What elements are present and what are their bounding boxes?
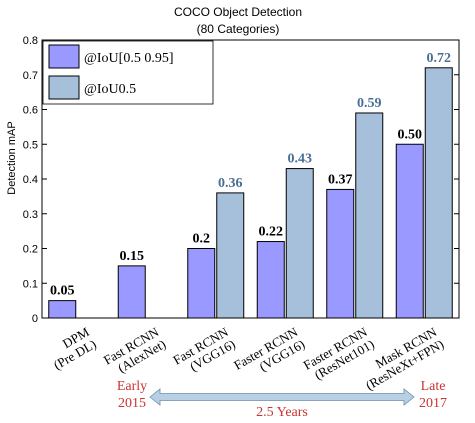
timeline-start-label-line2: 2015 bbox=[118, 396, 146, 411]
y-tick-label: 0.2 bbox=[23, 244, 38, 256]
bar-value-label: 0.2 bbox=[193, 232, 211, 247]
y-axis-label: Detection mAP bbox=[6, 121, 18, 194]
bar-series0 bbox=[48, 300, 77, 319]
bar-value-label: 0.37 bbox=[328, 172, 353, 187]
y-tick-label: 0.4 bbox=[23, 174, 38, 186]
x-tick-label: Faster RCNN(VGG16) bbox=[231, 324, 307, 374]
bar-value-label: 0.15 bbox=[120, 249, 145, 264]
timeline-end-label-line1: Late bbox=[421, 379, 446, 394]
y-tick-label: 0.6 bbox=[23, 105, 38, 117]
bar-value-label: 0.36 bbox=[218, 176, 243, 191]
y-tick-label: 0.1 bbox=[23, 278, 38, 290]
bar-series0 bbox=[326, 188, 355, 319]
x-tick-label: Faster RCNN(ResNet101) bbox=[301, 324, 377, 383]
y-tick-label: 0.8 bbox=[23, 35, 38, 47]
y-tick-label: 0.5 bbox=[23, 139, 38, 151]
bar-series1 bbox=[216, 192, 245, 319]
bar-value-label: 0.05 bbox=[50, 284, 75, 299]
chart-subtitle: (80 Categories) bbox=[197, 22, 280, 36]
bar-value-label: 0.43 bbox=[288, 152, 313, 167]
bar-series1 bbox=[355, 112, 384, 319]
legend-label-iou-range: @IoU[0.5 0.95] bbox=[84, 51, 174, 66]
timeline-span-label: 2.5 Years bbox=[256, 405, 308, 420]
legend-label-iou-05: @IoU0.5 bbox=[84, 82, 136, 97]
timeline: Early 2015 Late 2017 2.5 Years bbox=[117, 379, 447, 420]
y-axis-ticks: 0 0.1 0.2 0.3 0.4 0.5 0.6 0.7 0.8 bbox=[23, 35, 459, 325]
bars-layer: 0.05 0.15 0.2 0.22 0.37 0.50 0.36 0.43 0.59 0.72 bbox=[48, 51, 453, 319]
timeline-arrow bbox=[149, 388, 415, 406]
legend: @IoU[0.5 0.95] @IoU0.5 bbox=[42, 40, 214, 105]
x-tick-label: Fast RCNN(VGG16) bbox=[170, 324, 237, 374]
bar-value-label: 0.50 bbox=[398, 127, 423, 142]
bar-value-label: 0.72 bbox=[427, 51, 452, 66]
y-tick-label: 0.3 bbox=[23, 209, 38, 221]
chart-title: COCO Object Detection bbox=[174, 5, 302, 19]
bar-series0 bbox=[395, 143, 424, 319]
timeline-start-label-line1: Early bbox=[117, 379, 147, 394]
plot-frame bbox=[41, 39, 460, 319]
bar-series0 bbox=[187, 248, 216, 319]
bar-value-label: 0.59 bbox=[357, 96, 382, 111]
bar-series0 bbox=[117, 265, 146, 319]
y-tick-label: 0 bbox=[32, 313, 38, 325]
bar-series1 bbox=[285, 168, 314, 319]
x-axis-labels: DPM(Pre DL) Fast RCNN(AlexNet) Fast RCNN(V… bbox=[51, 324, 446, 393]
x-tick-label: DPM(Pre DL) bbox=[51, 324, 99, 373]
x-tick-label: Fast RCNN(AlexNet) bbox=[101, 324, 168, 376]
bar-value-label: 0.22 bbox=[259, 225, 284, 240]
legend-swatch-iou-05 bbox=[48, 75, 80, 100]
bar-series1 bbox=[424, 67, 453, 319]
legend-swatch-iou-range bbox=[48, 44, 80, 69]
bar-series0 bbox=[256, 241, 285, 319]
timeline-end-label-line2: 2017 bbox=[419, 396, 447, 411]
y-tick-label: 0.7 bbox=[23, 70, 38, 82]
